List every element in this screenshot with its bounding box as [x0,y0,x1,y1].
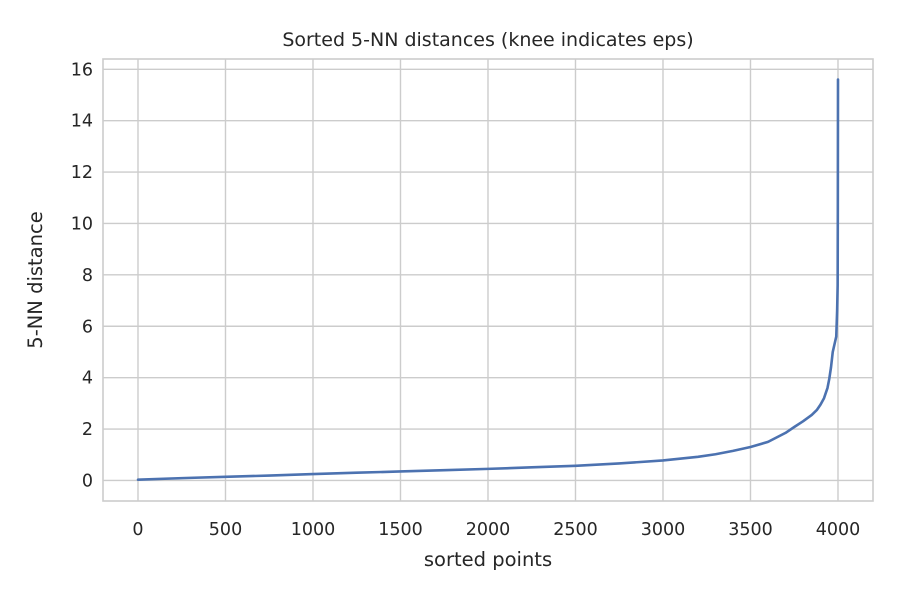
x-tick-label: 0 [132,520,143,540]
chart-title: Sorted 5-NN distances (knee indicates ep… [282,29,693,51]
x-tick-label: 3000 [641,520,686,540]
x-tick-labels: 0 500 1000 1500 2000 2500 3000 3500 4000 [132,520,860,540]
y-tick-label: 16 [71,60,93,80]
x-tick-label: 500 [209,520,242,540]
x-axis-title: sorted points [424,548,552,571]
x-tick-label: 4000 [816,520,861,540]
x-tick-label: 3500 [728,520,773,540]
y-tick-label: 12 [71,163,93,183]
plot-frame [102,58,874,502]
series-line [136,78,840,481]
y-axis-title: 5-NN distance [24,211,47,348]
y-tick-label: 0 [82,471,93,491]
x-tick-label: 2000 [466,520,511,540]
y-tick-label: 4 [82,369,93,389]
y-tick-label: 10 [71,214,93,234]
x-tick-label: 1500 [378,520,423,540]
x-tick-label: 1000 [291,520,336,540]
y-tick-label: 14 [71,112,93,132]
y-tick-label: 2 [82,420,93,440]
series-layer [136,78,840,481]
y-tick-labels: 0 2 4 6 8 10 12 14 16 [71,60,93,491]
x-tick-label: 2500 [553,520,598,540]
y-tick-label: 6 [82,317,93,337]
y-tick-label: 8 [82,266,93,286]
